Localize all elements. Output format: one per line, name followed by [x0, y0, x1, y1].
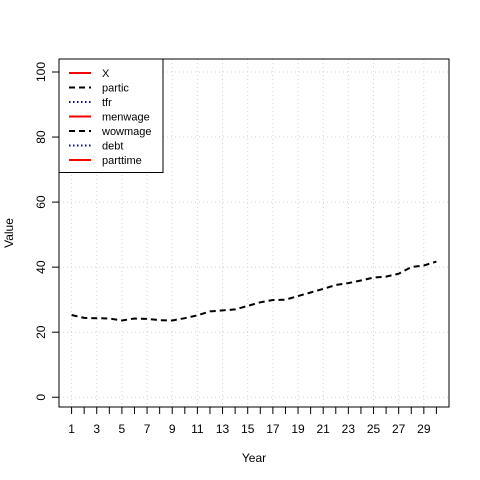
legend-label: wowmage	[101, 126, 152, 138]
x-tick-label: 25	[367, 422, 381, 436]
x-tick-label: 5	[119, 422, 126, 436]
x-tick-label: 1	[68, 422, 75, 436]
x-tick-label: 27	[392, 422, 406, 436]
legend-label: parttime	[102, 155, 142, 167]
series-lines	[71, 260, 437, 322]
x-tick-label: 15	[241, 422, 255, 436]
x-tick-label: 23	[342, 422, 356, 436]
x-tick-label: 21	[317, 422, 331, 436]
y-tick-label: 100	[34, 62, 48, 82]
legend-label: tfr	[102, 97, 112, 109]
legend-label: debt	[102, 141, 123, 153]
y-tick-label: 60	[34, 195, 48, 209]
x-tick-label: 9	[169, 422, 176, 436]
x-tick-label: 13	[216, 422, 230, 436]
plot-frame	[58, 58, 450, 408]
x-axis-label: Year	[242, 451, 266, 465]
legend-label: menwage	[102, 112, 150, 124]
y-tick-label: 0	[34, 394, 48, 401]
y-tick-label: 40	[34, 260, 48, 274]
x-tick-label: 17	[266, 422, 280, 436]
legend-label: partic	[102, 83, 129, 95]
x-tick-label: 7	[144, 422, 151, 436]
legend-label: X	[102, 68, 110, 80]
x-axis: 1 3 5 7 9 11 13 15 17 19 21 23 25 27 29	[68, 407, 437, 436]
x-tick-label: 19	[291, 422, 305, 436]
y-axis: 0 20 40 60 80 100	[34, 62, 59, 401]
y-tick-label: 80	[34, 130, 48, 144]
y-axis-label: Value	[2, 218, 16, 248]
y-tick-label: 20	[34, 325, 48, 339]
series-line-partic	[71, 260, 437, 322]
x-tick-label: 11	[191, 422, 204, 436]
x-tick-label: 3	[93, 422, 100, 436]
x-tick-label: 29	[417, 422, 431, 436]
